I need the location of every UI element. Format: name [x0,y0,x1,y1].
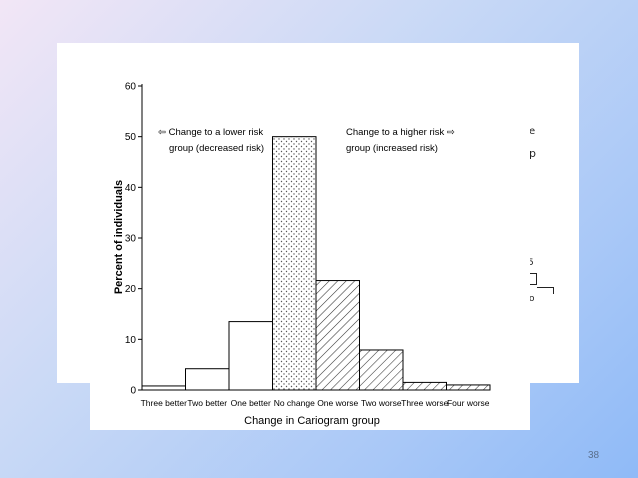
y-axis-title: Percent of individuals [113,180,125,294]
x-tick-label-one-worse: One worse [317,398,358,408]
y-tick-label-30: 30 [125,234,137,245]
annotation-lower-risk-line2: group (decreased risk) [169,143,264,154]
x-tick-label-no-change: No change [274,398,315,408]
annotation-higher-risk-text: Change to a higher risk [346,127,444,138]
histogram-chart: 0 10 20 30 40 50 60 Three better Two better One … [113,82,491,427]
slide-page-number: 38 [588,450,600,461]
y-tick-label-50: 50 [125,132,137,143]
ghost-glyph-o: o [529,294,535,304]
bar-one-worse [315,280,360,391]
x-tick-label-three-better: Three better [141,398,187,408]
chart-panel: 0 10 20 30 40 50 60 Three better Two better One … [90,70,530,430]
annotation-lower-risk-text: Change to a lower risk [169,127,264,138]
annotation-higher-risk-line1: Change to a higher risk ⇨ [346,127,455,138]
bar-two-worse [359,349,404,391]
x-tick-label-two-better: Two better [187,398,227,408]
x-tick-label-three-worse: Three worse [401,398,449,408]
bar-four-worse [446,384,491,391]
y-tick-label-40: 40 [125,183,137,194]
bar-three-worse [402,381,447,391]
y-tick-label-60: 60 [125,82,137,93]
bar-three-better [141,385,186,391]
ghost-glyph-e: e [529,126,536,137]
annotation-higher-risk-line2: group (increased risk) [346,143,438,154]
annotation-lower-risk-line1: ⇦ Change to a lower risk [158,127,263,138]
x-tick-label-one-better: One better [231,398,271,408]
ghost-glyph-p: p [529,147,536,160]
ghost-connector [537,287,554,294]
x-tick-label-two-worse: Two worse [361,398,402,408]
y-tick-label-0: 0 [130,386,136,397]
x-tick-label-four-worse: Four worse [447,398,490,408]
y-tick-label-20: 20 [125,284,137,295]
bar-no-change [272,136,317,391]
ghost-glyph-5: 5 [528,258,534,268]
ghost-bracket [528,273,537,285]
bar-two-better [185,368,230,391]
y-tick-label-10: 10 [125,335,137,346]
bar-one-better [228,321,273,391]
x-axis-title: Change in Cariogram group [244,415,380,427]
